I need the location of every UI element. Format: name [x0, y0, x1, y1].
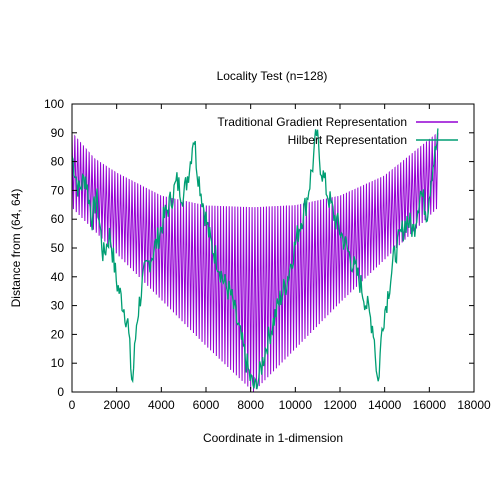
- y-tick-label: 20: [51, 327, 65, 341]
- y-axis-label: Distance from (64, 64): [9, 189, 23, 308]
- x-tick-label: 2000: [103, 398, 130, 412]
- y-tick-label: 90: [51, 126, 65, 140]
- y-tick-label: 30: [51, 299, 65, 313]
- legend-label: Hilbert Representation: [288, 133, 407, 147]
- y-tick-label: 70: [51, 183, 65, 197]
- x-axis-label: Coordinate in 1-dimension: [203, 431, 343, 445]
- chart-title: Locality Test (n=128): [217, 69, 328, 83]
- x-tick-label: 14000: [368, 398, 402, 412]
- x-tick-label: 10000: [279, 398, 313, 412]
- y-tick-label: 80: [51, 155, 65, 169]
- y-tick-label: 60: [51, 212, 65, 226]
- x-tick-label: 16000: [413, 398, 447, 412]
- legend-label: Traditional Gradient Representation: [217, 115, 407, 129]
- y-tick-label: 100: [44, 97, 64, 111]
- y-tick-label: 40: [51, 270, 65, 284]
- x-tick-label: 4000: [148, 398, 175, 412]
- y-tick-label: 0: [57, 385, 64, 399]
- x-tick-label: 8000: [237, 398, 264, 412]
- plot-lines: [72, 128, 438, 392]
- x-tick-label: 18000: [457, 398, 491, 412]
- x-tick-label: 0: [69, 398, 76, 412]
- y-tick-label: 10: [51, 356, 65, 370]
- y-tick-label: 50: [51, 241, 65, 255]
- legend: Traditional Gradient Representation Hilbe…: [217, 115, 458, 147]
- x-tick-label: 12000: [323, 398, 357, 412]
- x-tick-label: 6000: [193, 398, 220, 412]
- series-traditional-gradient-line: [72, 133, 438, 392]
